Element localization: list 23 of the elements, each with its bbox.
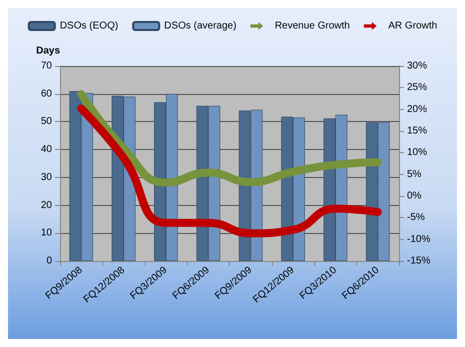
y2-tick-label: 15% [407, 126, 428, 136]
y-tick-label: 60 [40, 88, 52, 100]
legend-label: DSOs (average) [164, 20, 236, 32]
y-tick-label: 20 [40, 200, 52, 211]
y2-tick-label: 0% [407, 190, 422, 202]
y-axis-title: Days [36, 46, 60, 56]
y2-tick-label: 10% [407, 147, 428, 158]
legend-label: AR Growth [388, 20, 438, 32]
y2-tick-label: 30% [407, 60, 428, 72]
legend-label: Revenue Growth [274, 20, 350, 32]
y-tick-label: 10 [40, 228, 52, 239]
y2-tick-label: -15% [407, 256, 430, 266]
y-tick-label: 40 [40, 144, 52, 156]
y-tick-label: 0 [46, 256, 52, 266]
y2-tick-label: 25% [407, 82, 428, 94]
y2-tick-label: 5% [407, 168, 422, 180]
y2-tick-label: 20% [407, 104, 428, 115]
y-tick-label: 30 [40, 172, 52, 183]
legend-label: DSOs (EOQ) [60, 20, 118, 32]
y2-tick-label: -10% [407, 234, 430, 245]
y2-tick-label: -5% [407, 212, 425, 224]
y-tick-label: 50 [40, 116, 52, 128]
y-tick-label: 70 [40, 60, 52, 72]
